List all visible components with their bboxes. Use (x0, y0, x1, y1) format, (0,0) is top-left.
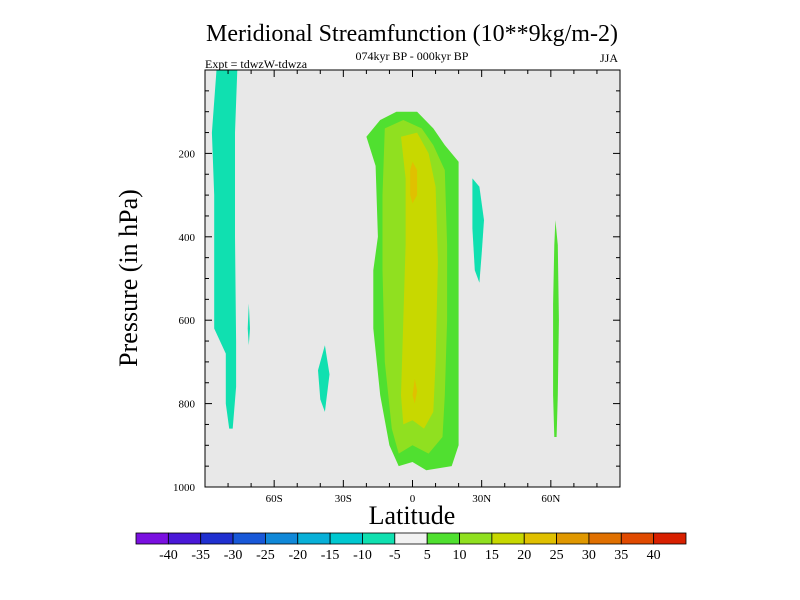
colorbar-swatch (459, 532, 493, 545)
colorbar-label: 5 (424, 548, 431, 563)
x-tick-label: 30N (472, 493, 491, 505)
colorbar-swatch (653, 532, 687, 545)
colorbar-label: -20 (288, 548, 307, 563)
colorbar-swatch (620, 532, 655, 545)
colorbar-label: 20 (517, 548, 531, 563)
colorbar-swatch (491, 532, 525, 545)
colorbar-swatch (588, 532, 622, 545)
colorbar-label: 25 (550, 548, 564, 563)
axis-tick-labels: 60S 30S 0 30N 60N 200 400 600 800 1000 (173, 148, 560, 505)
x-tick-label: 60S (266, 493, 283, 505)
colorbar-label: 10 (453, 548, 467, 563)
colorbar: -40 -35 -30 -25 -20 -15 -10 -5 5 10 15 20 25 30 35 40 (135, 532, 687, 563)
contour-region-sh-small-negative-b (318, 345, 330, 412)
colorbar-swatch (232, 532, 266, 545)
contour-regions (211, 70, 559, 471)
contour-region-cell-max-lower (412, 378, 418, 404)
contour-region-sh-high-lat-negative (211, 70, 238, 429)
chart-title: Meridional Streamfunction (10**9kg/m-2) (206, 21, 618, 47)
contour-region-nh-sub-negative (472, 178, 484, 283)
colorbar-label: -15 (321, 548, 340, 563)
x-tick-label: 30S (335, 493, 352, 505)
colorbar-swatch (297, 532, 331, 545)
chart-subtitle-period: 074kyr BP - 000kyr BP (356, 49, 469, 63)
y-tick-label: 200 (179, 148, 196, 160)
x-tick-label: 60N (541, 493, 560, 505)
colorbar-swatch (329, 532, 363, 545)
colorbar-label: 40 (647, 548, 661, 563)
y-tick-label: 600 (179, 315, 196, 327)
colorbar-swatch (426, 532, 460, 545)
contour-region-cell-max-upper (410, 161, 418, 204)
colorbar-label: 15 (485, 548, 499, 563)
colorbar-label: -40 (159, 548, 178, 563)
x-axis-label: Latitude (369, 501, 456, 530)
colorbar-label: 35 (614, 548, 628, 563)
colorbar-label: -5 (389, 548, 401, 563)
colorbar-swatch (556, 532, 590, 545)
colorbar-swatch (362, 532, 396, 545)
y-tick-label: 400 (179, 232, 196, 244)
plot-frame (204, 69, 621, 488)
colorbar-swatch (200, 532, 234, 545)
colorbar-swatch (265, 532, 299, 545)
x-tick-label: 0 (410, 493, 416, 505)
chart-subtitle-experiment: Expt = tdwzW-tdwza (205, 57, 308, 71)
y-axis-label: Pressure (in hPa) (114, 189, 143, 367)
contour-region-cell-core (401, 132, 438, 429)
colorbar-label: -10 (353, 548, 372, 563)
contour-region-sh-small-negative-a (247, 303, 250, 346)
colorbar-label: -30 (224, 548, 243, 563)
chart-subtitle-season: JJA (600, 51, 618, 65)
colorbar-swatch (135, 532, 169, 545)
colorbar-label: -35 (191, 548, 210, 563)
y-tick-label: 1000 (173, 482, 196, 494)
colorbar-label: -25 (256, 548, 275, 563)
contour-region-nh-high-lat-positive (553, 220, 559, 437)
colorbar-swatch (394, 532, 428, 545)
colorbar-swatch (167, 532, 202, 545)
y-tick-label: 800 (179, 399, 196, 411)
colorbar-label: 30 (582, 548, 596, 563)
colorbar-swatch (523, 532, 557, 545)
